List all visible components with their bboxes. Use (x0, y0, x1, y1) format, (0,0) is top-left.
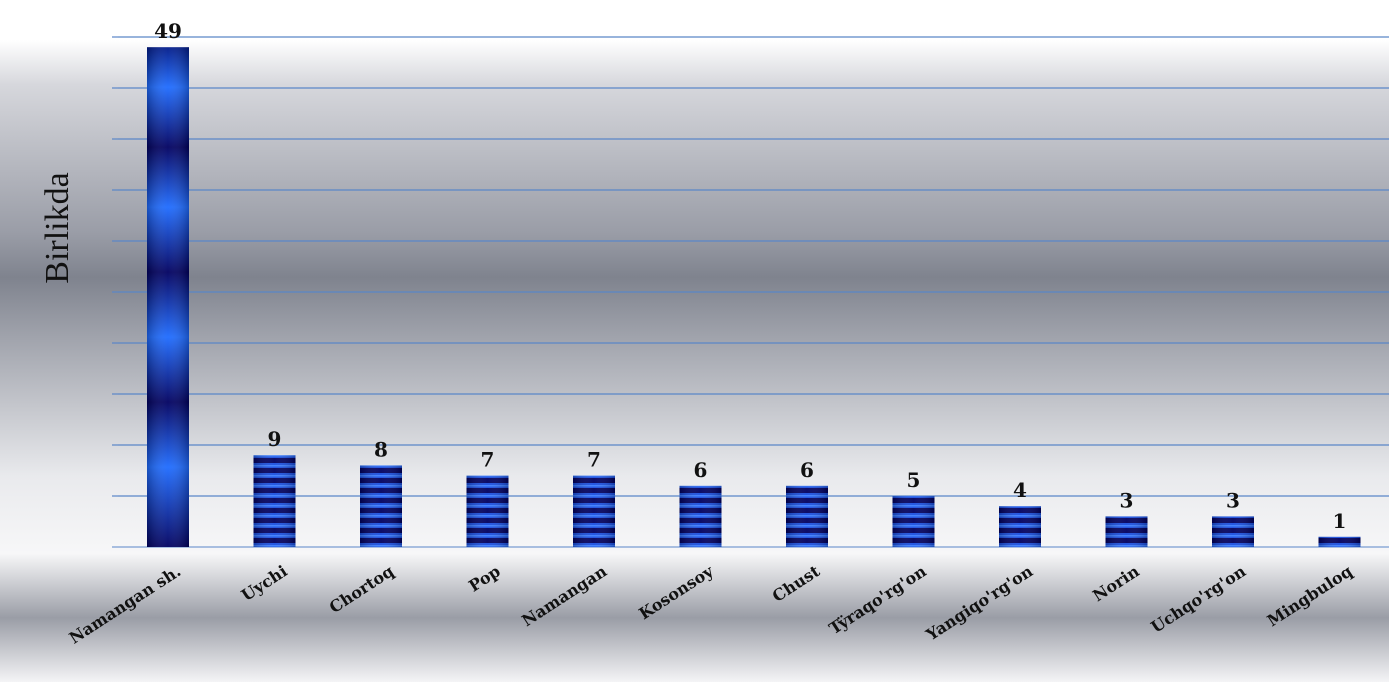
gridlines (112, 36, 1389, 548)
bar-shade-11 (1318, 536, 1361, 547)
data-labels: 49 9 8 7 7 6 6 5 4 3 3 1 (154, 19, 1346, 533)
data-label-3: 7 (481, 448, 495, 472)
data-label-2: 8 (374, 437, 388, 461)
data-label-4: 7 (587, 448, 601, 472)
data-label-10: 3 (1226, 488, 1240, 512)
data-label-6: 6 (800, 458, 814, 482)
data-label-11: 1 (1333, 509, 1347, 533)
bars (147, 47, 1361, 547)
y-axis-ticks (112, 36, 118, 497)
bar-shade-9 (1105, 516, 1148, 547)
data-label-0: 49 (154, 19, 182, 43)
bar-shade-1 (253, 455, 296, 547)
bar-shade-10 (1212, 516, 1254, 547)
data-label-8: 4 (1013, 478, 1027, 502)
bar-shade-2 (360, 465, 402, 547)
bar-shade-4 (573, 475, 615, 547)
plot-background (0, 40, 1389, 682)
bar-shade-7 (892, 496, 935, 547)
bar-shade-5 (679, 485, 722, 547)
data-label-7: 5 (907, 468, 921, 492)
bar-shade-6 (786, 485, 828, 547)
bar-shade-8 (999, 506, 1041, 547)
bar-shade-3 (466, 475, 509, 547)
data-label-1: 9 (268, 427, 282, 451)
bar-shade-0 (147, 47, 189, 547)
data-label-5: 6 (694, 458, 708, 482)
data-label-9: 3 (1120, 488, 1134, 512)
y-axis-label: Birlikda (39, 172, 76, 283)
